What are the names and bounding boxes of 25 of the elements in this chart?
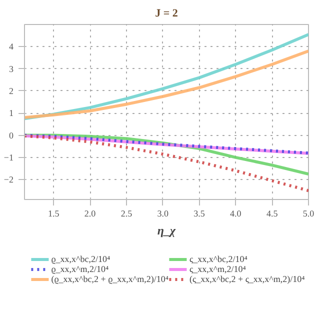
x-tick-label: 3.0 <box>157 208 169 218</box>
y-tick-label: 1 <box>9 108 14 118</box>
line-series <box>24 134 308 192</box>
chart-title: J = 2 <box>155 8 178 20</box>
x-tick-label: 2.5 <box>120 208 133 218</box>
x-tick-label: 4.0 <box>230 208 242 218</box>
legend-label: ς_xx,x^bc,2/10⁴ <box>190 254 248 264</box>
legend-label: ς_xx,x^m,2/10⁴ <box>190 264 246 274</box>
x-tick-label: 1.5 <box>48 208 60 218</box>
x-tick-label: 2.0 <box>84 208 96 218</box>
legend-label: ϱ_xx,x^bc,2/10⁴ <box>51 254 110 264</box>
x-axis-title: η_χ <box>157 224 176 238</box>
legend-label: (ς_xx,x^bc,2 + ς_xx,x^m,2)/10⁴ <box>190 274 305 284</box>
legend-label: (ϱ_xx,x^bc,2 + ϱ_xx,x^m,2)/10⁴ <box>51 274 169 284</box>
y-tick-label: −1 <box>4 152 14 162</box>
y-tick-label: 2 <box>9 86 14 96</box>
x-tick-label: 5.0 <box>302 208 315 218</box>
y-tick-label: 3 <box>9 64 14 74</box>
y-tick-label: −2 <box>4 174 14 185</box>
legend-label: ϱ_xx,x^m,2/10⁴ <box>51 264 109 274</box>
x-tick-label: 4.5 <box>266 208 278 218</box>
line-series <box>24 50 308 120</box>
y-tick-label: 4 <box>9 42 14 52</box>
x-tick-label: 3.5 <box>194 208 206 218</box>
y-tick-label: 0 <box>9 130 14 140</box>
